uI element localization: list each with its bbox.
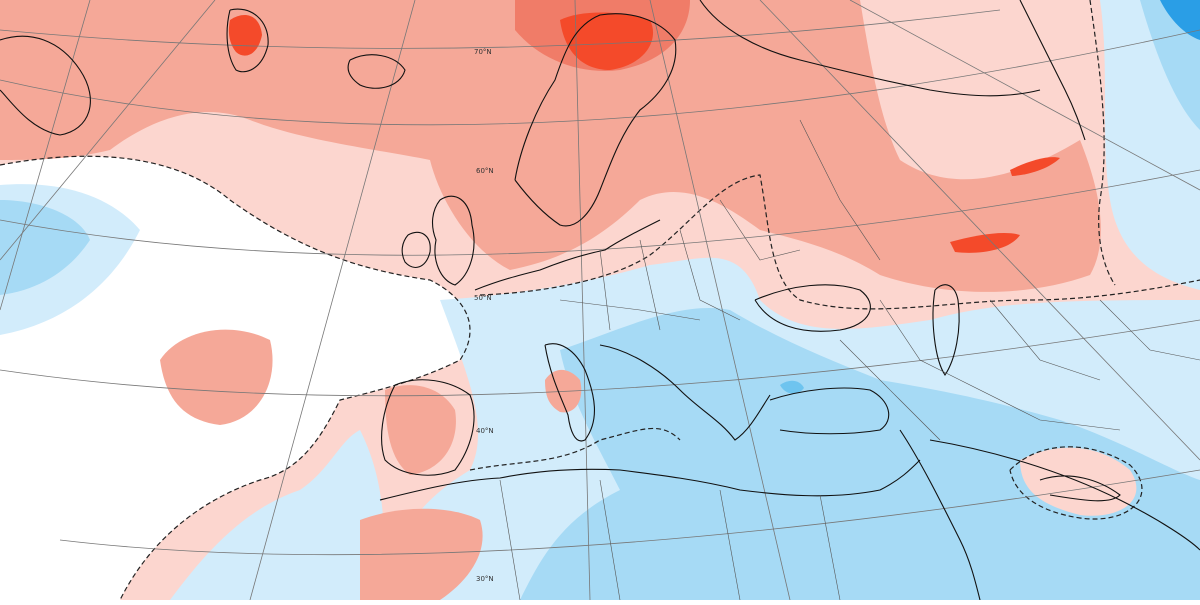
cool-spot-northeast [1160, 0, 1200, 40]
coastline-caspian [932, 284, 960, 376]
warm-spot-russia-1 [950, 232, 1020, 253]
cool-region-northeast-core [1140, 0, 1200, 130]
coastline-arabia [929, 439, 1200, 551]
parallel-line [0, 169, 1200, 256]
cool-spot-aegean [780, 380, 804, 394]
lat-label-70n: 70°N [474, 48, 492, 56]
zero-contour-atlantic [0, 155, 471, 601]
cool-region-mediterranean-core [520, 308, 1200, 600]
coastline-balkans [599, 344, 771, 441]
coastline-black-sea [754, 284, 871, 332]
coastline-italy [544, 343, 596, 442]
border-line [989, 299, 1101, 381]
coastline-greenland [0, 35, 91, 136]
parallel-line [59, 469, 1200, 556]
border-line [599, 479, 621, 601]
meridian-line [759, 0, 1200, 461]
coastline-ireland [401, 231, 431, 268]
border-line [719, 489, 741, 601]
zero-contour-mediterranean [469, 427, 681, 471]
meridian-line [649, 0, 791, 601]
coastline-novaya-zemlya [1019, 0, 1086, 141]
border-line [639, 239, 661, 331]
coastline-europe-north [474, 219, 661, 291]
coastline-iceland [347, 54, 406, 89]
warm-region-atlantic-blob [160, 329, 273, 425]
coastline-red-sea [899, 429, 981, 601]
zero-contour-europe [479, 174, 1200, 310]
coastline-scandinavia [514, 13, 677, 227]
parallel-line [0, 319, 1200, 397]
border-line [799, 119, 881, 261]
parallel-line [0, 9, 1001, 49]
border-line [499, 479, 521, 601]
coastline-iberia [381, 379, 475, 476]
border-line [879, 299, 961, 381]
meridian-line [574, 0, 591, 601]
lat-label-50n: 50°N [474, 294, 492, 302]
border-line [719, 199, 801, 261]
border-line [1099, 299, 1200, 361]
cool-region-southwest [170, 430, 384, 600]
coastline-persian-gulf [1039, 475, 1121, 502]
warm-spot-russia-2 [1010, 157, 1060, 176]
coastline-greenland-east [226, 8, 269, 73]
border-line [679, 229, 741, 321]
coastline-north-russia [699, 0, 1041, 97]
border-line [839, 339, 941, 441]
zero-contour-arabia [1009, 446, 1143, 520]
meridian-line [849, 0, 1200, 191]
meridian-line [0, 0, 216, 261]
border-line [559, 299, 701, 321]
lat-label-60n: 60°N [476, 167, 494, 175]
coastline-anatolia [769, 387, 890, 435]
lat-label-30n: 30°N [476, 575, 494, 583]
country-borders [499, 119, 1200, 601]
border-line [599, 249, 611, 331]
warm-region-north [0, 0, 1101, 292]
coastline-british-isles [431, 195, 475, 286]
border-line [819, 494, 841, 601]
meridian-line [249, 0, 416, 601]
lat-label-40n: 40°N [476, 427, 494, 435]
coastline-north-africa [379, 459, 921, 501]
warm-spot-scandinavia-core [560, 12, 654, 70]
warm-region-north-africa [360, 508, 483, 600]
warm-region-iberia [385, 385, 456, 475]
border-line [959, 379, 1121, 431]
parallel-line [0, 29, 1200, 126]
meridian-line [0, 0, 91, 311]
